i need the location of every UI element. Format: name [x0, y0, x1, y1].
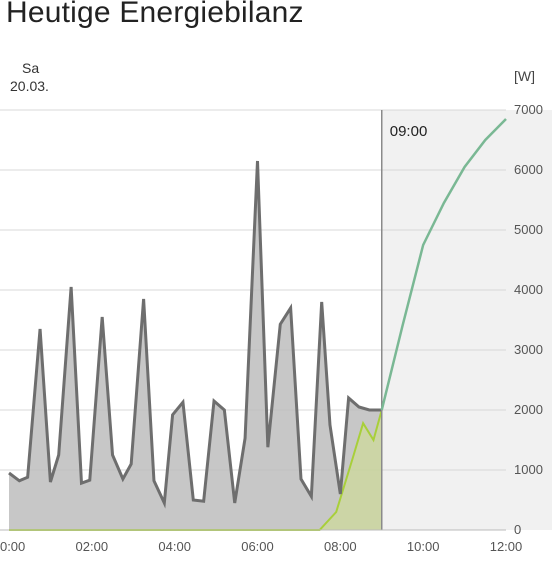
x-tick-label: 08:00 [324, 539, 357, 554]
y-tick-label: 3000 [514, 342, 543, 357]
x-tick-label: 10:00 [407, 539, 440, 554]
x-tick-label: 00:00 [0, 539, 25, 554]
forecast-region [381, 110, 552, 530]
date-label: 20.03. [10, 78, 49, 94]
x-tick-label: 12:00 [490, 539, 523, 554]
consumption-area [9, 161, 382, 530]
y-unit-label: [W] [514, 68, 535, 84]
day-label: Sa [22, 60, 40, 76]
forecast-line [380, 118, 507, 411]
production-area [9, 410, 382, 530]
y-tick-label: 0 [514, 522, 521, 537]
y-tick-label: 5000 [514, 222, 543, 237]
y-tick-label: 2000 [514, 402, 543, 417]
y-tick-label: 6000 [514, 162, 543, 177]
x-tick-label: 02:00 [76, 539, 109, 554]
y-tick-label: 1000 [514, 462, 543, 477]
y-tick-label: 4000 [514, 282, 543, 297]
now-marker-label: 09:00 [390, 123, 428, 140]
x-tick-label: 04:00 [158, 539, 191, 554]
x-tick-label: 06:00 [241, 539, 274, 554]
consumption-line [8, 160, 382, 509]
y-tick-label: 7000 [514, 102, 543, 117]
chart-title: Heutige Energiebilanz [6, 0, 304, 29]
